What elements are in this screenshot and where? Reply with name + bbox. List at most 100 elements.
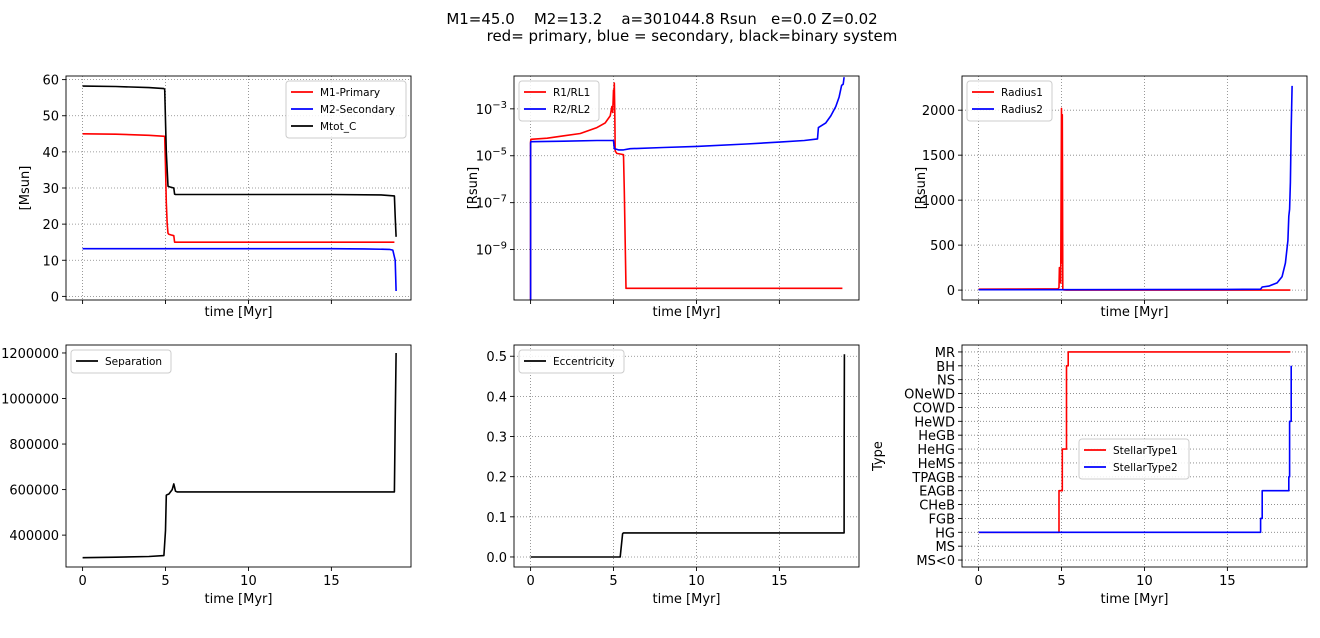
series-line-3-1 <box>978 107 1291 291</box>
y-tick-label: 10−5 <box>476 147 507 165</box>
x-tick-label: 10 <box>1136 574 1153 589</box>
y-tick-label: HG <box>935 526 955 541</box>
y-tick-label: HeMS <box>918 457 955 472</box>
y-tick-label: HeWD <box>914 415 955 430</box>
y-tick-label: 0.4 <box>486 390 507 405</box>
legend-label: Eccentricity <box>553 356 615 368</box>
legend-box <box>518 80 600 122</box>
x-axis-label: time [Myr] <box>1101 592 1169 607</box>
y-tick-label: MS <box>936 540 955 555</box>
y-tick-label: NS <box>937 374 955 389</box>
axes-frame <box>65 344 412 568</box>
figure-title-line2: red= primary, blue = secondary, black=bi… <box>486 27 898 45</box>
legend: StellarType1 StellarType2 <box>1078 438 1190 480</box>
y-tick-label: 400000 <box>9 529 59 544</box>
axes-frame <box>961 344 1308 568</box>
x-axis-label: time [Myr] <box>653 305 721 320</box>
legend-box <box>1078 438 1190 480</box>
y-tick-label: 600000 <box>9 484 59 499</box>
y-tick-label: 1200000 <box>1 347 59 362</box>
y-tick-label: 0.0 <box>486 551 507 566</box>
x-tick-label: 10 <box>240 574 257 589</box>
series-line-6-2 <box>978 365 1292 534</box>
legend: R1/RL1 R2/RL2 <box>518 80 600 122</box>
x-tick-label: 0 <box>78 574 86 589</box>
legend-label: Mtot_C <box>320 121 356 133</box>
series-line-6-1 <box>978 351 1291 534</box>
legend-label: Radius2 <box>1001 104 1043 116</box>
legend: M1-Primary M2-Secondary Mtot_C <box>285 80 407 139</box>
series-line-4-1 <box>82 352 397 559</box>
series-line-2-2 <box>529 77 845 300</box>
axes-frame <box>961 75 1308 301</box>
y-tick-label: 2000 <box>922 104 955 119</box>
legend: Radius1 Radius2 <box>966 80 1053 122</box>
chart-6: 0 5 10 15MS<0MSHGFGBCHeBEAGBTPAGBHeMSHeHGHe… <box>871 344 1308 607</box>
y-tick-label: COWD <box>913 401 955 416</box>
x-axis-label: time [Myr] <box>1101 305 1169 320</box>
y-tick-label: 0.5 <box>486 350 507 365</box>
legend-box <box>518 349 625 374</box>
legend-label: Radius1 <box>1001 87 1043 99</box>
y-tick-label: MS<0 <box>916 554 955 569</box>
y-tick-label: 10 <box>42 254 59 269</box>
y-tick-label: 500 <box>930 239 955 254</box>
y-tick-label: 50 <box>42 110 59 125</box>
x-axis-label: time [Myr] <box>205 592 273 607</box>
y-tick-label: EAGB <box>919 485 955 500</box>
legend-label: M2-Secondary <box>320 104 395 116</box>
x-tick-label: 0 <box>526 574 534 589</box>
series-line-5-1 <box>530 354 846 558</box>
x-tick-label: 15 <box>771 574 788 589</box>
y-tick-label: 40 <box>42 146 59 161</box>
y-tick-label: 0.1 <box>486 511 507 526</box>
y-tick-label: 1000 <box>922 194 955 209</box>
legend-label: R2/RL2 <box>553 104 590 116</box>
legend: Eccentricity <box>518 349 625 374</box>
series-line-1-3 <box>82 85 397 237</box>
y-tick-label: 0.2 <box>486 471 507 486</box>
chart-5: 0 5 10 15 0.0 0.1 0.2 0.3 0.4 0.5 time [Myr] Eccent… <box>486 344 860 607</box>
legend-label: StellarType2 <box>1113 462 1178 474</box>
axes-frame <box>513 344 860 568</box>
y-tick-label: MR <box>935 346 955 361</box>
y-tick-label: BH <box>936 360 955 375</box>
chart-4: 0 5 10 15 400000 600000 800000 1000000 1200000 ti… <box>1 344 412 607</box>
series-line-2-1 <box>529 82 843 300</box>
x-tick-label: 15 <box>323 574 340 589</box>
series-line-3-2 <box>978 85 1293 291</box>
legend: Separation <box>70 349 172 374</box>
x-axis-label: time [Myr] <box>205 305 273 320</box>
y-tick-label: 800000 <box>9 438 59 453</box>
y-tick-label: 20 <box>42 218 59 233</box>
x-tick-label: 0 <box>974 574 982 589</box>
x-axis-label: time [Myr] <box>653 592 721 607</box>
legend-box <box>70 349 172 374</box>
y-tick-label: 1500 <box>922 149 955 164</box>
figure-title-line1: M1=45.0 M2=13.2 a=301044.8 Rsun e=0.0 Z=… <box>446 10 878 28</box>
x-tick-label: 5 <box>1057 574 1065 589</box>
axes-frame <box>513 75 860 301</box>
y-axis-label: [Rsun] <box>466 167 481 209</box>
x-tick-label: 10 <box>688 574 705 589</box>
series-line-1-1 <box>82 133 395 243</box>
y-tick-label: 0 <box>51 290 59 305</box>
y-axis-label: Type <box>871 441 886 472</box>
legend-box <box>285 80 407 139</box>
legend-label: R1/RL1 <box>553 87 590 99</box>
y-tick-label: ONeWD <box>904 388 955 403</box>
y-tick-label: 60 <box>42 74 59 89</box>
y-tick-label: 0 <box>947 284 955 299</box>
y-tick-label: 10−9 <box>476 241 507 259</box>
y-tick-label: 0.3 <box>486 431 507 446</box>
legend-label: Separation <box>105 356 162 368</box>
y-tick-label: HeGB <box>918 429 955 444</box>
y-tick-label: 10−3 <box>476 100 507 118</box>
y-tick-label: TPAGB <box>911 471 955 486</box>
x-tick-label: 5 <box>161 574 169 589</box>
y-tick-label: 30 <box>42 182 59 197</box>
